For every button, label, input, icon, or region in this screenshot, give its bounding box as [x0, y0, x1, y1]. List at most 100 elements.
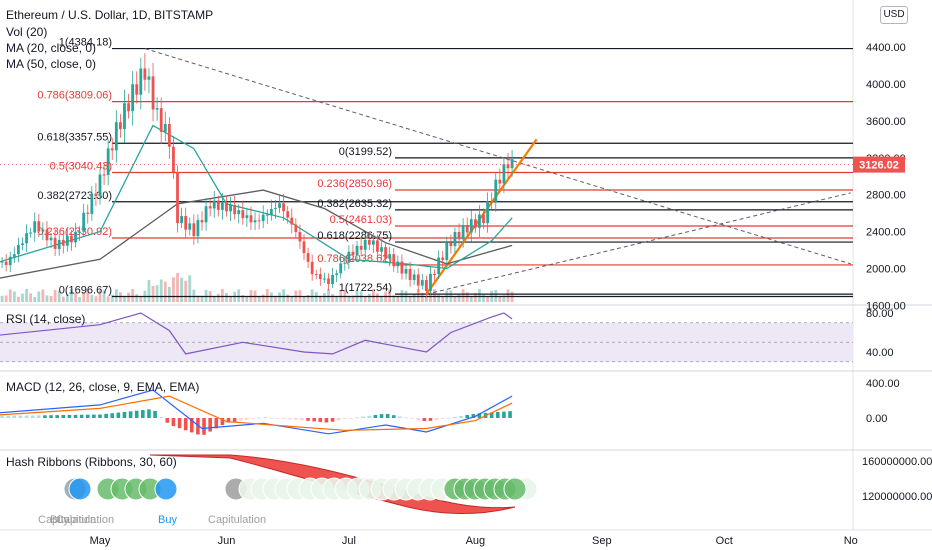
candle-body — [359, 245, 363, 250]
ma50-indicator-label[interactable]: MA (50, close, 0) — [6, 57, 97, 71]
volume-bar — [269, 292, 273, 302]
macd-histogram-bar — [122, 411, 127, 418]
volume-bar — [245, 296, 249, 302]
candle-body — [429, 273, 432, 292]
hash-tick-label: 120000000.00 — [862, 491, 932, 503]
hash-ribbons-pane-label[interactable]: Hash Ribbons (Ribbons, 30, 60) — [6, 455, 177, 469]
candle-body — [310, 261, 314, 275]
candle-body — [269, 208, 273, 215]
candle-body — [469, 219, 473, 233]
candle-body — [425, 280, 428, 292]
volume-bar — [180, 277, 183, 302]
volume-bar — [327, 289, 330, 302]
macd-histogram-bar — [67, 414, 72, 418]
ma20-indicator-label[interactable]: MA (20, close, 0) — [6, 41, 97, 55]
volume-bar — [139, 296, 143, 302]
volume-bar — [498, 295, 502, 302]
volume-bar — [420, 292, 424, 302]
candle-body — [478, 214, 481, 228]
macd-histogram-bar — [190, 418, 194, 433]
currency-button[interactable]: USD — [880, 6, 908, 24]
macd-tick-label: 0.00 — [866, 413, 887, 425]
macd-histogram-bar — [232, 418, 237, 422]
candle-body — [506, 164, 510, 169]
candle-body — [237, 210, 241, 215]
time-axis-month-label: Jul — [342, 535, 356, 547]
macd-histogram-bar — [489, 412, 494, 418]
macd-histogram-bar — [318, 418, 323, 422]
volume-bar — [196, 295, 200, 302]
vol-indicator-label[interactable]: Vol (20) — [6, 25, 48, 39]
candle-body — [343, 262, 347, 264]
candle-body — [433, 273, 436, 275]
macd-pane-label[interactable]: MACD (12, 26, close, 9, EMA, EMA) — [6, 380, 200, 394]
macd-histogram-bar — [18, 415, 23, 418]
candle-body — [253, 220, 257, 223]
candle-body — [261, 214, 265, 222]
candle-body — [355, 245, 359, 255]
price-tick-label: 1600.00 — [866, 300, 906, 312]
candle-body — [327, 278, 330, 284]
volume-bar — [21, 293, 24, 302]
hash-tick-label: 160000000.00 — [862, 456, 932, 468]
volume-bar — [12, 291, 16, 302]
candle-body — [331, 274, 334, 284]
volume-bar — [257, 296, 261, 302]
macd-histogram-bar — [379, 414, 384, 418]
candle-body — [127, 103, 130, 112]
hash-ribbon-signal-dot — [68, 477, 92, 501]
volume-bar — [151, 285, 155, 302]
candle-body — [110, 148, 114, 151]
volume-bar — [323, 293, 326, 302]
macd-histogram-bar — [177, 418, 182, 429]
macd-histogram-bar — [214, 418, 219, 429]
volume-bar — [70, 289, 73, 302]
candle-body — [57, 239, 61, 249]
candle-body — [12, 254, 16, 257]
candle-body — [302, 241, 306, 254]
price-tick-label: 3600.00 — [866, 116, 906, 128]
macd-histogram-bar — [238, 418, 243, 421]
time-axis-month-label: Oct — [716, 535, 733, 547]
price-tick-label: 2800.00 — [866, 190, 906, 202]
volume-bar — [425, 296, 428, 302]
fib2-level-label: 0.236(2850.96) — [317, 178, 392, 190]
candle-body — [408, 268, 412, 281]
fib2-level-label: 0.382(2635.32) — [317, 198, 392, 210]
volume-bar — [131, 289, 135, 302]
macd-signal-line — [0, 395, 513, 431]
candle-body — [151, 76, 155, 110]
macd-histogram-bar — [496, 412, 500, 418]
volume-bar — [86, 289, 90, 302]
volume-bar — [25, 289, 28, 302]
volume-bar — [465, 292, 469, 302]
macd-histogram-bar — [300, 418, 304, 421]
macd-histogram-bar — [312, 418, 316, 422]
candle-body — [86, 212, 90, 214]
volume-bar — [437, 294, 441, 302]
volume-bar — [318, 296, 322, 302]
volume-bar — [119, 292, 122, 302]
volume-bar — [473, 292, 477, 302]
price-tick-label: 2400.00 — [866, 227, 906, 239]
volume-bar — [65, 294, 69, 302]
volume-bar — [216, 293, 220, 302]
candle-body — [167, 123, 171, 147]
rsi-pane-label[interactable]: RSI (14, close) — [6, 312, 86, 326]
volume-bar — [371, 289, 375, 302]
macd-histogram-bar — [147, 409, 151, 418]
volume-bar — [172, 277, 175, 302]
macd-histogram-bar — [336, 418, 341, 421]
volume-bar — [74, 292, 77, 302]
fib-level-label: 0.786(3809.06) — [37, 90, 112, 102]
volume-bar — [200, 295, 204, 302]
candle-body — [61, 239, 65, 246]
volume-bar — [286, 294, 290, 302]
macd-histogram-bar — [398, 416, 402, 418]
volume-bar — [457, 294, 461, 302]
volume-bar — [225, 293, 228, 302]
candle-body — [482, 214, 485, 224]
macd-histogram-bar — [367, 415, 372, 418]
volume-bar — [155, 285, 159, 302]
